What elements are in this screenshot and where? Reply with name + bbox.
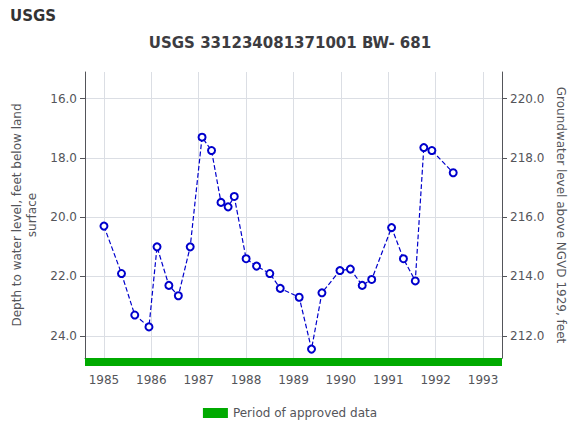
- svg-text:212.0: 212.0: [510, 329, 544, 343]
- svg-text:220.0: 220.0: [510, 92, 544, 106]
- svg-text:1990: 1990: [326, 373, 357, 387]
- svg-text:Depth to water level, feet bel: Depth to water level, feet below land: [10, 103, 24, 326]
- svg-text:USGS: USGS: [10, 7, 56, 25]
- svg-text:USGS 331234081371001 BW- 681: USGS 331234081371001 BW- 681: [149, 34, 431, 52]
- svg-text:surface: surface: [25, 193, 39, 237]
- svg-text:218.0: 218.0: [510, 151, 544, 165]
- svg-text:1993: 1993: [468, 373, 499, 387]
- svg-text:1992: 1992: [420, 373, 451, 387]
- svg-text:22.0: 22.0: [50, 269, 77, 283]
- svg-text:20.0: 20.0: [50, 210, 77, 224]
- svg-text:Groundwater level above NGVD 1: Groundwater level above NGVD 1929, feet: [554, 87, 568, 344]
- svg-text:216.0: 216.0: [510, 210, 544, 224]
- svg-text:18.0: 18.0: [50, 151, 77, 165]
- svg-text:1987: 1987: [183, 373, 214, 387]
- svg-text:Period of approved data: Period of approved data: [233, 406, 377, 420]
- svg-text:214.0: 214.0: [510, 269, 544, 283]
- svg-text:1986: 1986: [136, 373, 167, 387]
- svg-text:1988: 1988: [231, 373, 262, 387]
- svg-text:1985: 1985: [89, 373, 120, 387]
- svg-text:1991: 1991: [373, 373, 404, 387]
- svg-text:16.0: 16.0: [50, 92, 77, 106]
- svg-text:1989: 1989: [278, 373, 309, 387]
- svg-text:24.0: 24.0: [50, 329, 77, 343]
